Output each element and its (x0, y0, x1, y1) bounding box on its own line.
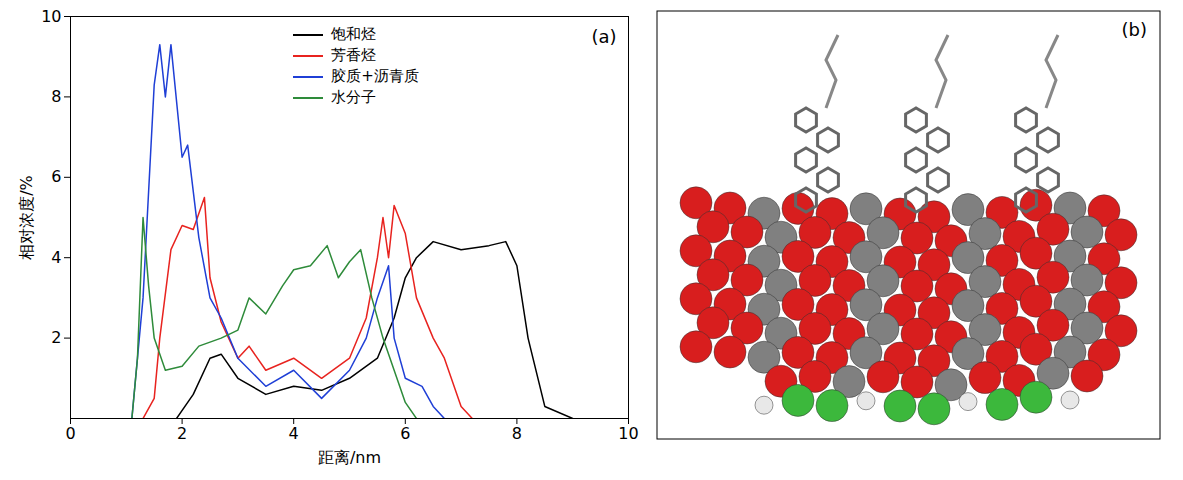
svg-text:6: 6 (400, 424, 410, 443)
svg-text:8: 8 (512, 424, 522, 443)
svg-text:(a): (a) (591, 26, 616, 47)
html-text:芳香烃: 芳香烃 (331, 46, 377, 64)
svg-text:8: 8 (51, 87, 61, 106)
html-text:水分子: 水分子 (331, 88, 377, 106)
svg-text:4: 4 (289, 424, 299, 443)
svg-text:4: 4 (51, 248, 61, 267)
svg-text:10: 10 (618, 424, 638, 443)
svg-text:6: 6 (51, 167, 61, 186)
svg-text:10: 10 (41, 7, 61, 26)
svg-text:0: 0 (65, 424, 75, 443)
html-text:胶质+沥青质: 胶质+沥青质 (331, 67, 419, 85)
svg-text:距离/nm: 距离/nm (318, 448, 381, 467)
svg-text:(b): (b) (1122, 19, 1147, 40)
svg-text:2: 2 (51, 328, 61, 347)
svg-text:相对浓度/%: 相对浓度/% (17, 175, 36, 260)
html-text:饱和烃: 饱和烃 (331, 25, 377, 43)
svg-text:2: 2 (177, 424, 187, 443)
